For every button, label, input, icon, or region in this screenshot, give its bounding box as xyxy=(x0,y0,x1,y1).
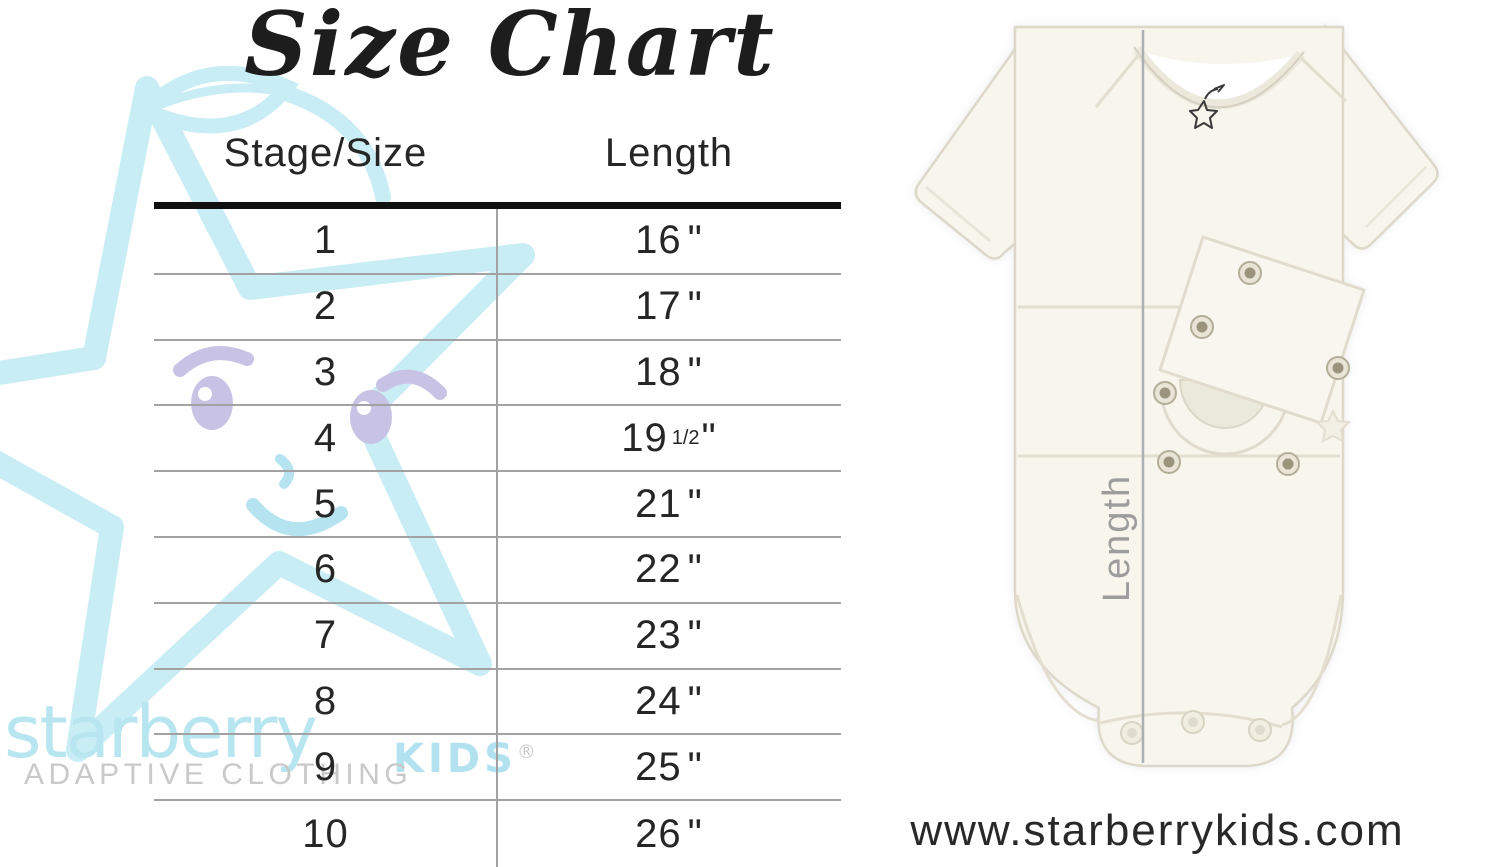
table-header-row: Stage/Size Length xyxy=(154,118,841,188)
length-cell: 23 " xyxy=(497,604,841,668)
size-cell: 9 xyxy=(313,744,338,789)
brand-wordmark: starberry xyxy=(4,690,318,774)
length-fraction: 1/2 xyxy=(671,426,700,449)
size-cell: 5 xyxy=(313,481,338,526)
length-unit: " xyxy=(687,218,703,263)
length-value: 18 xyxy=(635,349,682,394)
length-value: 21 xyxy=(635,481,682,526)
snap-icon xyxy=(1157,450,1181,474)
length-cell: 17 " xyxy=(497,275,841,339)
column-divider xyxy=(496,209,498,867)
length-measure-label: Length xyxy=(1096,473,1138,603)
access-opening-seam xyxy=(1159,386,1291,456)
snap-icon xyxy=(1238,261,1262,285)
snap-icon xyxy=(1248,718,1272,742)
star-outline-icon xyxy=(0,65,535,762)
star-face-icon xyxy=(173,346,447,537)
length-cell: 24 " xyxy=(497,670,841,734)
length-value: 24 xyxy=(635,678,682,723)
length-cell: 19 1/2 " xyxy=(497,406,841,470)
length-value: 23 xyxy=(635,613,682,658)
neckline-logo-sketch-icon xyxy=(1189,84,1225,129)
snap-icon xyxy=(1153,381,1177,405)
length-value: 26 xyxy=(635,811,682,856)
envelope-shoulder-right xyxy=(1298,55,1348,103)
length-value: 22 xyxy=(635,547,682,592)
length-unit: " xyxy=(687,284,703,329)
length-cell: 16 " xyxy=(497,209,841,273)
size-table: 1 16 " 2 17 " 3 18 " 4 19 1/2 " 5 21 " 6 22 " 7… xyxy=(154,202,841,867)
size-cell: 6 xyxy=(313,547,338,592)
star-stitch-icon xyxy=(1314,408,1352,443)
length-value: 16 xyxy=(635,218,682,263)
snap-icon xyxy=(1276,452,1300,476)
length-value: 17 xyxy=(635,284,682,329)
kids-label: KIDS xyxy=(393,736,517,782)
table-row: 5 21 " xyxy=(154,472,841,538)
size-cell: 1 xyxy=(313,218,338,263)
snap-icon xyxy=(1181,710,1205,734)
snap-buttons xyxy=(1153,261,1350,476)
header-stage-size: Stage/Size xyxy=(223,131,428,175)
snap-icon xyxy=(1120,721,1144,745)
size-cell: 8 xyxy=(313,678,338,723)
registered-trademark: ® xyxy=(516,741,536,763)
length-unit: " xyxy=(687,613,703,658)
size-cell: 7 xyxy=(313,613,338,658)
size-cell: 3 xyxy=(313,349,338,394)
length-cell: 26 " xyxy=(497,801,841,867)
website-url: www.starberrykids.com xyxy=(910,806,1405,855)
length-value: 19 xyxy=(621,415,668,460)
size-cell: 4 xyxy=(313,415,338,460)
header-length: Length xyxy=(604,131,734,175)
length-unit: " xyxy=(687,547,703,592)
size-cell: 2 xyxy=(313,284,338,329)
length-unit: " xyxy=(687,744,703,789)
length-unit: " xyxy=(687,349,703,394)
length-unit: " xyxy=(687,811,703,856)
snap-icon xyxy=(1190,315,1214,339)
length-value: 25 xyxy=(635,744,682,789)
starberry-star-watermark xyxy=(0,65,535,762)
length-unit: " xyxy=(687,678,703,723)
length-cell: 18 " xyxy=(497,341,841,405)
bodysuit-product-image xyxy=(914,24,1439,768)
length-unit: " xyxy=(701,415,717,460)
snap-icon xyxy=(1326,356,1350,380)
table-row: 10 26 " xyxy=(154,801,841,867)
brand-sub-wordmark: KIDS® xyxy=(393,736,536,782)
page-title: Size Chart xyxy=(244,0,776,96)
brand-tagline: ADAPTIVE CLOTHING xyxy=(24,758,413,791)
length-unit: " xyxy=(687,481,703,526)
length-cell: 21 " xyxy=(497,472,841,536)
length-cell: 22 " xyxy=(497,538,841,602)
size-cell: 10 xyxy=(302,811,349,856)
envelope-shoulder-left xyxy=(1094,52,1142,108)
length-cell: 25 " xyxy=(497,735,841,799)
